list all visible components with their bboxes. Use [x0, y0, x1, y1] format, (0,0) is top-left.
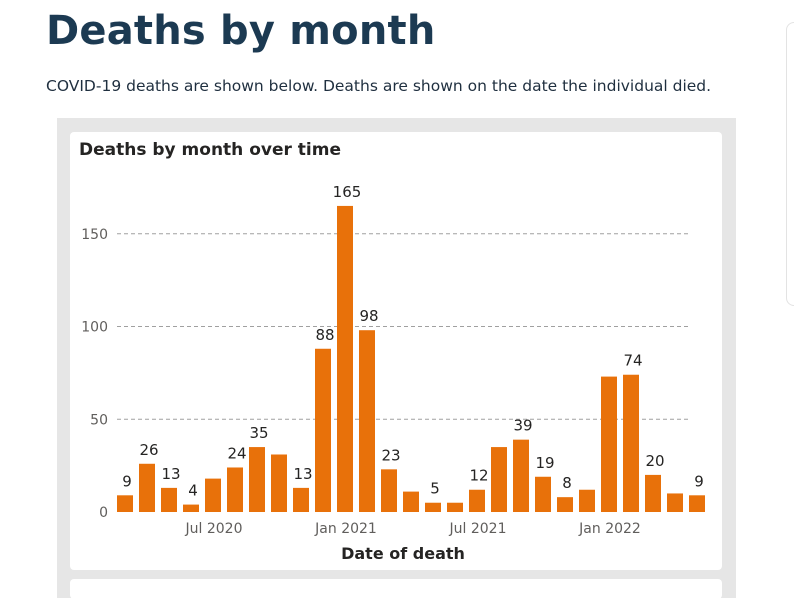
data-label: 13 [161, 465, 180, 483]
bar-dec-2021[interactable] [579, 489, 595, 512]
bar-mar-2021[interactable] [381, 469, 397, 512]
data-label: 24 [227, 444, 246, 462]
data-label: 35 [249, 424, 268, 442]
data-label: 12 [469, 467, 488, 485]
y-tick-label: 50 [90, 412, 108, 428]
bar-dec-2020[interactable] [315, 348, 331, 512]
data-label: 9 [122, 472, 132, 490]
bar-sep-2020[interactable] [249, 447, 265, 512]
bar-mar-2022[interactable] [645, 474, 661, 512]
data-label: 23 [381, 446, 400, 464]
data-label: 98 [359, 307, 378, 325]
bar-jan-2022[interactable] [601, 376, 617, 512]
bar-jun-2020[interactable] [183, 504, 199, 512]
bar-apr-2021[interactable] [403, 491, 419, 512]
bar-sep-2021[interactable] [513, 439, 529, 512]
bar-apr-2022[interactable] [667, 493, 683, 512]
chart-gridlines [117, 233, 689, 420]
bar-feb-2021[interactable] [359, 330, 375, 512]
x-axis-ticks: Jul 2020 Jan 2021 Jul 2021 Jan 2022 [185, 521, 641, 537]
data-label: 5 [430, 480, 440, 498]
y-axis-ticks: 0 50 100 150 [81, 227, 108, 521]
bar-mar-2020[interactable] [117, 495, 133, 512]
bar-oct-2021[interactable] [535, 476, 551, 512]
data-label: 39 [513, 417, 532, 435]
chart-bars [117, 205, 705, 513]
bar-aug-2021[interactable] [491, 447, 507, 512]
x-tick-label: Jul 2020 [185, 521, 243, 537]
data-label: 26 [139, 441, 158, 459]
x-axis-title: Date of death [341, 544, 465, 563]
y-tick-label: 150 [81, 227, 108, 243]
y-tick-label: 100 [81, 320, 108, 336]
bar-nov-2021[interactable] [557, 497, 573, 512]
page-intro-text: COVID-19 deaths are shown below. Deaths … [46, 77, 712, 95]
data-label: 20 [645, 452, 664, 470]
chart-title: Deaths by month over time [79, 140, 341, 160]
bar-jan-2021[interactable] [337, 205, 353, 513]
page-title: Deaths by month [46, 8, 436, 54]
data-label: 88 [315, 326, 334, 344]
bar-feb-2022[interactable] [623, 374, 639, 512]
data-label: 4 [188, 482, 198, 500]
data-label: 19 [535, 454, 554, 472]
bar-may-2021[interactable] [425, 502, 441, 512]
bar-may-2020[interactable] [161, 487, 177, 512]
bar-nov-2020[interactable] [293, 487, 309, 512]
x-tick-label: Jul 2021 [449, 521, 507, 537]
y-tick-label: 0 [99, 505, 108, 521]
x-tick-label: Jan 2021 [314, 521, 377, 537]
data-label: 9 [694, 472, 704, 490]
data-label: 74 [623, 352, 642, 370]
data-label: 165 [333, 183, 362, 201]
data-label: 8 [562, 474, 572, 492]
bar-apr-2020[interactable] [139, 463, 155, 512]
bar-jun-2021[interactable] [447, 502, 463, 512]
data-label: 13 [293, 465, 312, 483]
bar-jul-2021[interactable] [469, 489, 485, 512]
bar-jul-2020[interactable] [205, 478, 221, 512]
bar-aug-2020[interactable] [227, 467, 243, 512]
bar-may-2022[interactable] [689, 495, 705, 512]
bar-oct-2020[interactable] [271, 454, 287, 512]
x-tick-label: Jan 2022 [578, 521, 641, 537]
